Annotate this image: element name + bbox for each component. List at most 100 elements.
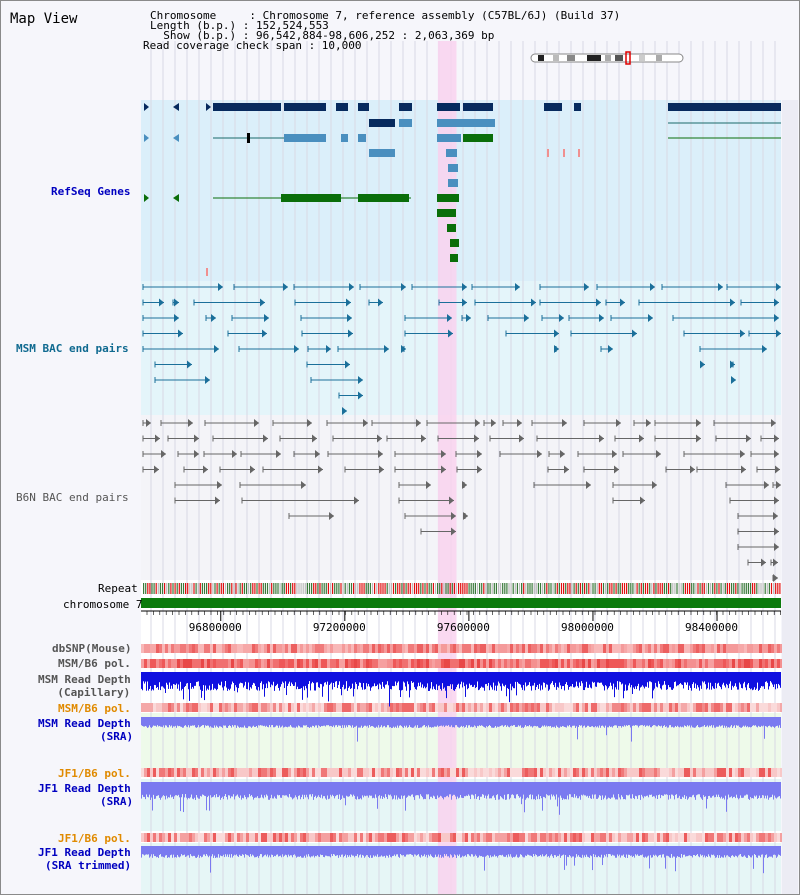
pol-cell [510, 833, 513, 842]
depth-bar [733, 717, 734, 727]
repeat-element [166, 583, 168, 594]
b6n-bac-pair-arrow [463, 512, 468, 520]
depth-bar [206, 782, 207, 811]
depth-bar [201, 782, 202, 797]
track-label-b6n-bac[interactable]: B6N BAC end pairs [16, 491, 129, 504]
depth-bar [233, 846, 234, 856]
depth-bar [472, 672, 473, 687]
refseq-gene [437, 194, 459, 202]
track-label-jf1-depth-trim[interactable]: JF1 Read Depth (SRA trimmed) [38, 846, 131, 872]
depth-bar [518, 717, 519, 726]
depth-bar [589, 672, 590, 685]
depth-bar [626, 672, 627, 691]
track-label-jf1-pol[interactable]: JF1/B6 pol. [58, 767, 131, 780]
pol-cell [315, 659, 318, 668]
pol-cell [180, 703, 183, 712]
depth-bar [331, 672, 332, 683]
track-label-chromosome[interactable]: chromosome 7 [63, 598, 143, 611]
depth-bar [616, 717, 617, 726]
depth-bar [643, 672, 644, 687]
depth-bar [712, 672, 713, 687]
depth-bar [655, 782, 656, 799]
depth-bar [749, 717, 750, 727]
depth-bar [715, 672, 716, 683]
depth-bar [635, 782, 636, 796]
pol-cell [366, 768, 369, 777]
depth-bar [141, 717, 142, 726]
dbsnp-cell [777, 644, 780, 653]
depth-bar [617, 672, 618, 682]
track-label-repeat[interactable]: Repeat [98, 582, 138, 595]
pol-cell [558, 768, 561, 777]
pol-cell [279, 703, 282, 712]
depth-bar [653, 717, 654, 726]
depth-bar [653, 672, 654, 691]
track-label-msm-depth-sra[interactable]: MSM Read Depth (SRA) [38, 717, 133, 743]
repeat-element [609, 583, 611, 594]
track-label-msm-pol[interactable]: MSM/B6 pol. [58, 657, 131, 670]
depth-bar [522, 717, 523, 728]
depth-bar [636, 782, 637, 797]
depth-bar [489, 782, 490, 799]
repeat-element [290, 583, 292, 594]
depth-bar [548, 717, 549, 727]
repeat-element [686, 583, 689, 594]
depth-bar [764, 846, 765, 858]
depth-bar [775, 846, 776, 856]
depth-bar [524, 846, 525, 858]
depth-bar [528, 717, 529, 727]
dbsnp-cell [381, 644, 384, 653]
depth-bar [645, 717, 646, 727]
depth-bar [161, 782, 162, 798]
depth-bar [676, 846, 677, 858]
track-label-jf1-pol-2[interactable]: JF1/B6 pol. [58, 832, 131, 845]
depth-bar [600, 846, 601, 858]
pol-cell [210, 833, 213, 842]
depth-bar [267, 782, 268, 796]
depth-bar [729, 717, 730, 728]
depth-bar [578, 782, 579, 799]
depth-bar [571, 846, 572, 858]
pol-cell [384, 659, 387, 668]
depth-bar [681, 782, 682, 800]
depth-bar [356, 717, 357, 726]
depth-bar [236, 672, 237, 688]
depth-bar [750, 672, 751, 690]
track-label-msm-pol-2[interactable]: MSM/B6 pol. [58, 702, 131, 715]
depth-bar [751, 846, 752, 858]
pol-cell [504, 768, 507, 777]
track-label-dbsnp[interactable]: dbSNP(Mouse) [52, 642, 132, 655]
pol-cell [669, 659, 672, 668]
depth-bar [194, 846, 195, 856]
depth-bar [148, 846, 149, 855]
depth-bar [432, 782, 433, 799]
depth-bar [177, 846, 178, 855]
track-label-msm-bac[interactable]: MSM BAC end pairs [16, 342, 129, 355]
pol-cell [555, 768, 558, 777]
pol-cell [201, 659, 204, 668]
depth-bar [514, 717, 515, 726]
track-label-jf1-depth-sra[interactable]: JF1 Read Depth (SRA) [38, 782, 133, 808]
track-label-refseq[interactable]: RefSeq Genes [51, 185, 131, 198]
repeat-element [338, 583, 340, 594]
dbsnp-cell [699, 644, 702, 653]
depth-bar [447, 717, 448, 727]
depth-bar [754, 672, 755, 688]
depth-bar [459, 846, 460, 855]
repeat-element [682, 583, 684, 594]
depth-bar [572, 846, 573, 857]
track-label-msm-depth-cap[interactable]: MSM Read Depth (Capillary) [38, 673, 131, 699]
pol-cell [630, 703, 633, 712]
depth-bar [475, 717, 476, 727]
depth-bar [467, 672, 468, 690]
pol-cell [459, 768, 462, 777]
depth-bar [391, 717, 392, 728]
depth-bar [489, 717, 490, 726]
dbsnp-cell [471, 644, 474, 653]
depth-bar [218, 782, 219, 798]
b6n-bac-pair-arrow [586, 481, 591, 489]
depth-bar [599, 782, 600, 796]
depth-bar [153, 846, 154, 855]
depth-bar [575, 717, 576, 728]
